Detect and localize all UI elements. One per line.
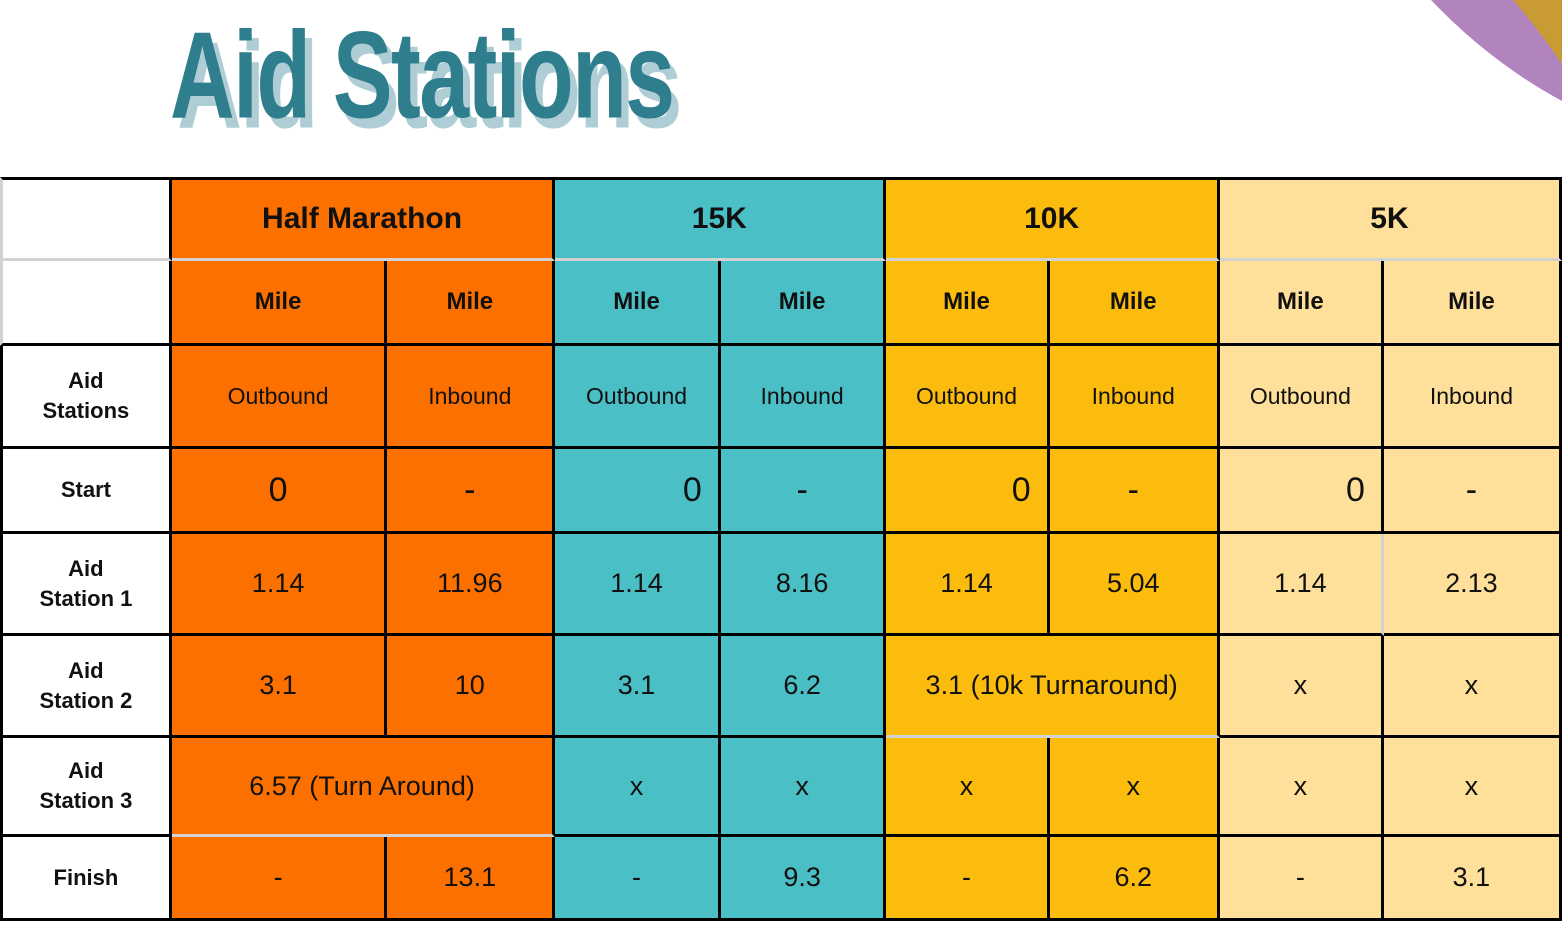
table-body: Start 0-0-0-0- Aid Station 1 1.14 11.96 1.14 8… [0,449,1562,921]
cell-aid-station-1-k10-5: 5.04 [1049,534,1220,636]
corner-cell-mile [0,261,172,346]
race-header-hm: Half Marathon [171,177,556,261]
cell-start-k10-5: - [1049,449,1220,534]
cell-aid-station-3-k15-1: x [555,738,721,837]
cell-aid-station-3-k5-5: x [1219,738,1384,837]
hm-outbound-header: Outbound [171,346,388,449]
mile-header-hm-0: Mile [171,261,388,346]
k15-outbound-header: Outbound [555,346,721,449]
mile-header-k15-0: Mile [555,261,721,346]
cell-aid-station-2-k5-6: x [1383,636,1562,738]
row-label-start: Start [0,449,172,534]
table-row-aid-station-3: Aid Station 3 6.57 (Turn Around) x x x x x x [0,738,1562,837]
cell-finish-hm-1: 13.1 [387,837,556,921]
cell-start-k15-2: 0 [555,449,721,534]
k10-inbound-header: Inbound [1049,346,1220,449]
table-row-start: Start 0-0-0-0- [0,449,1562,534]
cell-start-k15-3: - [720,449,887,534]
row-label-finish: Finish [0,837,172,921]
table-row-aid-station-1: Aid Station 1 1.14 11.96 1.14 8.16 1.14 5.04 1.… [0,534,1562,636]
k10-outbound-header: Outbound [886,346,1050,449]
table-head: Half Marathon 15K 10K 5K Mile Mile Mile Mile Mil… [0,177,1562,449]
cell-aid-station-1-k10-4: 1.14 [886,534,1050,636]
cell-finish-k15-3: 9.3 [720,837,887,921]
cell-finish-k15-2: - [555,837,721,921]
page-title: Aid Stations [170,6,675,144]
cell-aid-station-1-k15-3: 8.16 [720,534,887,636]
table-row-finish: Finish -13.1-9.3-6.2-3.1 [0,837,1562,921]
cell-start-hm-0: 0 [171,449,388,534]
cell-start-hm-1: - [387,449,556,534]
cell-aid-station-1-k5-7: 2.13 [1383,534,1562,636]
aid-stations-table: Half Marathon 15K 10K 5K Mile Mile Mile Mile Mil… [0,177,1562,921]
cell-aid-station-1-k15-2: 1.14 [555,534,721,636]
cell-start-k5-7: - [1383,449,1562,534]
cell-aid-station-3-k5-6: x [1383,738,1562,837]
cell-aid-station-1-hm-0: 1.14 [171,534,388,636]
cell-finish-k10-5: 6.2 [1049,837,1220,921]
corner-gold-swoosh [1513,0,1562,64]
mile-header-k15-1: Mile [720,261,887,346]
cell-aid-station-2-hm-0: 3.1 [171,636,388,738]
mile-header-k5-0: Mile [1219,261,1384,346]
cell-aid-station-3-k10-3: x [886,738,1050,837]
cell-aid-station-1-k5-6: 1.14 [1219,534,1384,636]
k5-outbound-header: Outbound [1219,346,1384,449]
row-header-title: Aid Stations [0,346,172,449]
cell-finish-k5-7: 3.1 [1383,837,1562,921]
cell-aid-station-2-k15-2: 3.1 [555,636,721,738]
mile-header-k5-1: Mile [1383,261,1562,346]
mile-header-k10-1: Mile [1049,261,1220,346]
k15-inbound-header: Inbound [720,346,887,449]
cell-start-k10-4: 0 [886,449,1050,534]
cell-aid-station-1-hm-1: 11.96 [387,534,556,636]
hm-inbound-header: Inbound [387,346,556,449]
row-label-aid-station-2: Aid Station 2 [0,636,172,738]
cell-finish-k10-4: - [886,837,1050,921]
row-label-aid-station-1: Aid Station 1 [0,534,172,636]
cell-start-k5-6: 0 [1219,449,1384,534]
corner-decoration [1431,0,1562,101]
table-row-aid-station-2: Aid Station 2 3.1 10 3.1 6.2 3.1 (10k Turnaro… [0,636,1562,738]
row-label-aid-station-3: Aid Station 3 [0,738,172,837]
cell-aid-station-3-k10-4: x [1049,738,1220,837]
cell-aid-station-2-k10-4: 3.1 (10k Turnaround) [886,636,1220,738]
corner-cell-top [0,177,172,261]
mile-header-k10-0: Mile [886,261,1050,346]
cell-aid-station-3-hm-0: 6.57 (Turn Around) [171,738,556,837]
cell-aid-station-2-k5-5: x [1219,636,1384,738]
mile-header-hm-1: Mile [387,261,556,346]
cell-finish-hm-0: - [171,837,388,921]
race-header-k5: 5K [1219,177,1562,261]
cell-finish-k5-6: - [1219,837,1384,921]
k5-inbound-header: Inbound [1383,346,1562,449]
cell-aid-station-2-k15-3: 6.2 [720,636,887,738]
cell-aid-station-3-k15-2: x [720,738,887,837]
race-header-k10: 10K [886,177,1220,261]
race-header-k15: 15K [555,177,887,261]
corner-purple-swoosh [1431,0,1562,101]
cell-aid-station-2-hm-1: 10 [387,636,556,738]
header-band: Aid Stations [0,0,1562,177]
